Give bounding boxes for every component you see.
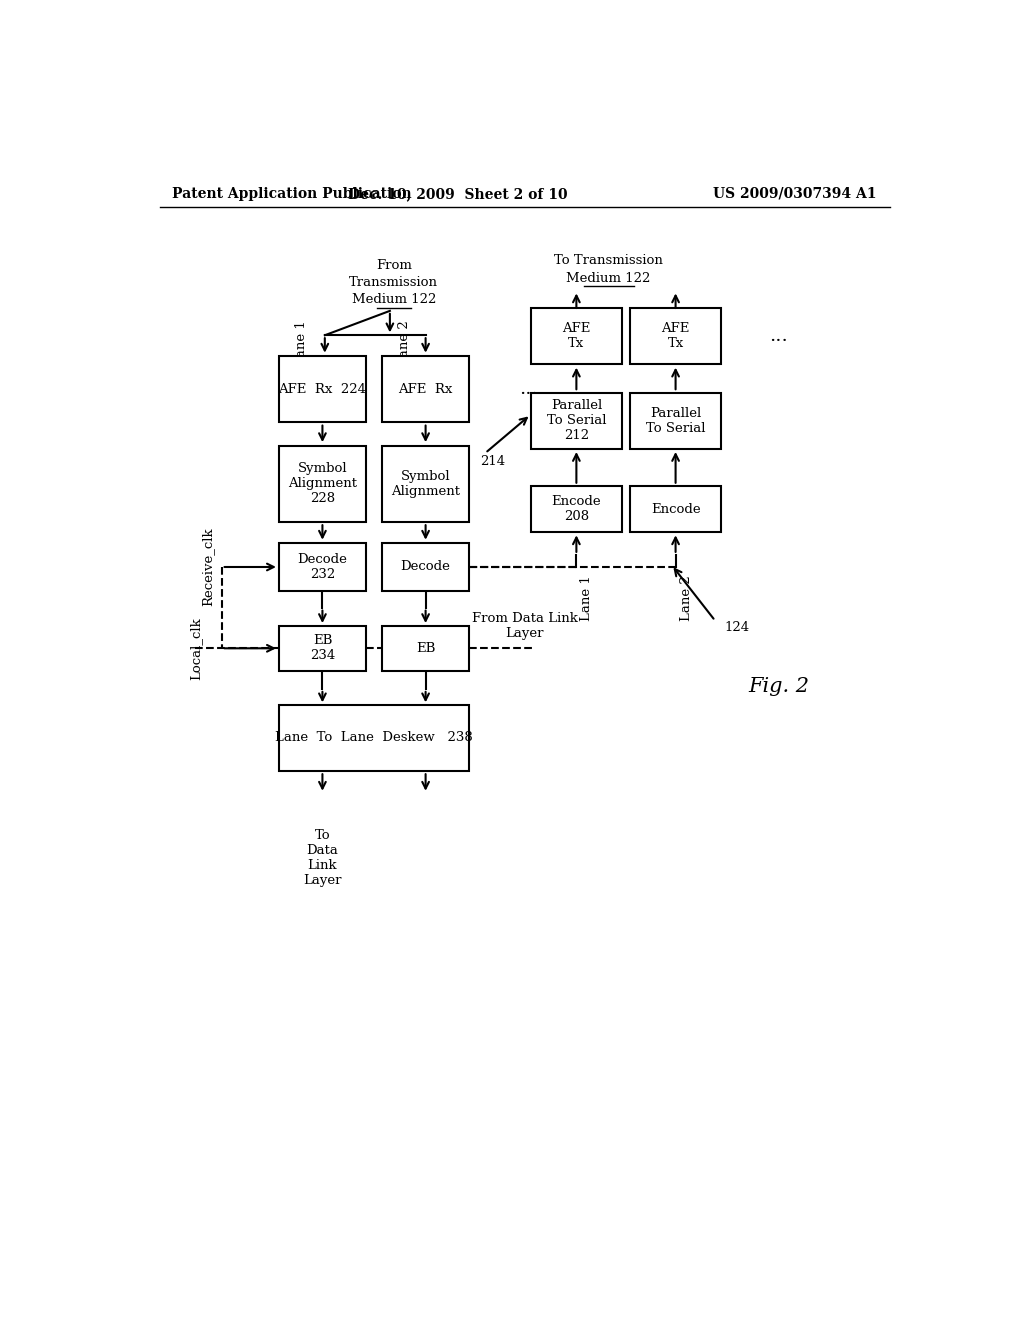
Bar	[382, 626, 469, 671]
Text: 214: 214	[480, 455, 506, 467]
Text: Parallel
To Serial: Parallel To Serial	[646, 407, 706, 434]
Bar	[279, 543, 367, 591]
Text: EB
234: EB 234	[310, 635, 335, 663]
Bar	[382, 543, 469, 591]
Text: AFE  Rx: AFE Rx	[398, 383, 453, 396]
Bar	[530, 486, 622, 532]
Text: From: From	[376, 259, 412, 272]
Text: To
Data
Link
Layer: To Data Link Layer	[303, 829, 342, 887]
Text: Transmission: Transmission	[349, 276, 438, 289]
Text: Lane  To  Lane  Deskew   238: Lane To Lane Deskew 238	[275, 731, 473, 744]
Text: Symbol
Alignment: Symbol Alignment	[391, 470, 460, 498]
Text: Local_clk: Local_clk	[189, 616, 202, 680]
Bar	[530, 392, 622, 449]
Text: AFE
Tx: AFE Tx	[562, 322, 591, 350]
Text: Encode: Encode	[651, 503, 700, 516]
Text: ...: ...	[769, 327, 788, 346]
Text: AFE
Tx: AFE Tx	[662, 322, 690, 350]
Text: To Transmission: To Transmission	[554, 253, 663, 267]
Bar	[279, 446, 367, 521]
Text: Medium 122: Medium 122	[351, 293, 436, 306]
Text: ...: ...	[519, 380, 539, 399]
Bar	[530, 309, 622, 364]
Text: Lane 2: Lane 2	[398, 321, 412, 366]
Text: Encode
208: Encode 208	[552, 495, 601, 523]
Bar	[630, 392, 721, 449]
Text: US 2009/0307394 A1: US 2009/0307394 A1	[713, 187, 877, 201]
Text: Patent Application Publication: Patent Application Publication	[172, 187, 412, 201]
Text: Receive_clk: Receive_clk	[201, 528, 214, 606]
Bar	[382, 356, 469, 422]
Bar	[279, 626, 367, 671]
Text: Medium 122: Medium 122	[566, 272, 650, 285]
Text: Fig. 2: Fig. 2	[749, 677, 809, 697]
Text: Lane 1: Lane 1	[295, 321, 308, 366]
Text: Symbol
Alignment
228: Symbol Alignment 228	[288, 462, 357, 506]
Bar	[279, 705, 469, 771]
Text: Lane 2: Lane 2	[680, 576, 692, 620]
Text: Parallel
To Serial
212: Parallel To Serial 212	[547, 399, 606, 442]
Bar	[630, 309, 721, 364]
Text: EB: EB	[416, 642, 435, 655]
Text: 124: 124	[725, 622, 750, 635]
Bar	[630, 486, 721, 532]
Bar	[382, 446, 469, 521]
Text: Dec. 10, 2009  Sheet 2 of 10: Dec. 10, 2009 Sheet 2 of 10	[347, 187, 567, 201]
Text: AFE  Rx  224: AFE Rx 224	[279, 383, 367, 396]
Text: From Data Link
Layer: From Data Link Layer	[472, 612, 578, 640]
Text: Decode
232: Decode 232	[298, 553, 347, 581]
Text: Decode: Decode	[400, 561, 451, 573]
Bar	[279, 356, 367, 422]
Text: Lane 1: Lane 1	[581, 576, 593, 620]
